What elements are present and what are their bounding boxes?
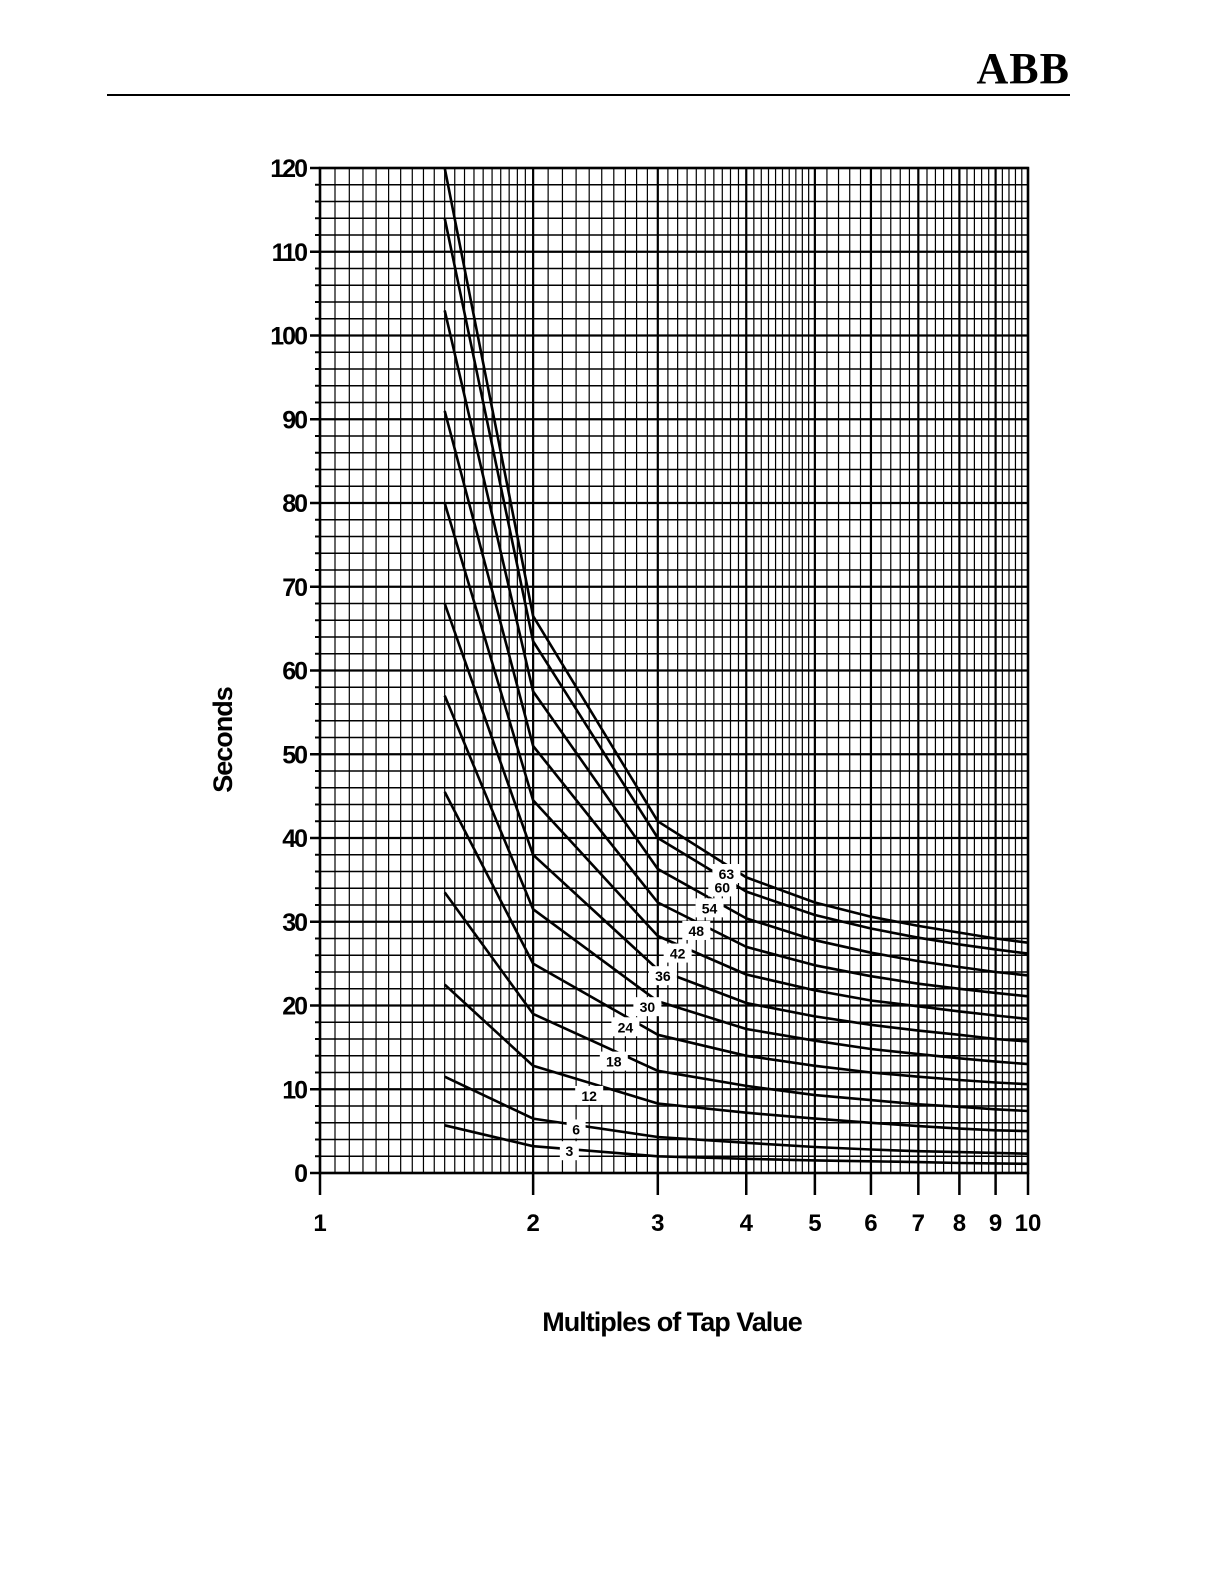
x-tick-label: 7 xyxy=(912,1210,925,1237)
y-tick-label: 50 xyxy=(282,741,307,769)
curve-30 xyxy=(443,695,1029,1066)
curve-12 xyxy=(443,983,1029,1133)
curve-label-bg xyxy=(682,920,711,940)
curve-label-48: 48 xyxy=(688,923,704,939)
curve-label-bg xyxy=(633,997,662,1017)
y-tick-label: 120 xyxy=(270,155,307,183)
y-tick-label: 60 xyxy=(282,658,307,686)
curve-label-54: 54 xyxy=(702,900,718,916)
curve-label-12: 12 xyxy=(581,1088,597,1104)
curve-label-6: 6 xyxy=(572,1121,580,1137)
curve-label-30: 30 xyxy=(640,999,656,1015)
y-tick-label: 30 xyxy=(282,909,307,937)
curve-label-bg xyxy=(712,864,741,884)
curve-54 xyxy=(443,310,1029,977)
y-tick-label: 110 xyxy=(272,239,307,267)
y-axis-title: Seconds xyxy=(208,687,238,793)
x-axis-title: Multiples of Tap Value xyxy=(542,1307,803,1337)
x-tick-label: 1 xyxy=(313,1210,326,1237)
header-rule xyxy=(107,94,1070,96)
y-tick-label: 100 xyxy=(270,323,307,351)
x-tick-label: 9 xyxy=(989,1210,1002,1237)
x-tick-label: 10 xyxy=(1015,1210,1042,1237)
y-tick-label: 90 xyxy=(282,406,307,434)
curve-48 xyxy=(443,410,1029,998)
x-tick-label: 8 xyxy=(953,1210,966,1237)
x-tick-label: 2 xyxy=(526,1210,539,1237)
curve-label-60: 60 xyxy=(714,879,730,895)
curve-42 xyxy=(443,502,1029,1021)
abb-logo: ABB xyxy=(976,44,1070,93)
curve-label-24: 24 xyxy=(618,1019,634,1035)
x-tick-label: 5 xyxy=(808,1210,821,1237)
curve-label-bg xyxy=(611,1017,640,1037)
curve-18 xyxy=(443,891,1029,1113)
curve-label-bg xyxy=(566,1119,586,1139)
curve-label-63: 63 xyxy=(719,866,735,882)
curve-label-bg xyxy=(575,1085,604,1105)
curve-label-3: 3 xyxy=(565,1143,573,1159)
x-tick-label: 4 xyxy=(740,1210,754,1237)
grid xyxy=(318,166,1030,1175)
y-tick-label: 80 xyxy=(282,490,307,518)
curve-3 xyxy=(444,1124,1029,1166)
curve-label-18: 18 xyxy=(606,1054,622,1070)
curve-label-bg xyxy=(559,1141,579,1161)
y-tick-label: 20 xyxy=(282,993,307,1021)
curve-label-bg xyxy=(695,898,724,918)
curve-label-bg xyxy=(648,966,677,986)
curve-36 xyxy=(443,603,1029,1043)
curve-label-bg xyxy=(663,943,692,963)
x-tick-label: 6 xyxy=(864,1210,877,1237)
curve-60 xyxy=(443,218,1029,955)
curve-63 xyxy=(443,167,1029,944)
curve-label-42: 42 xyxy=(670,946,686,962)
curves xyxy=(443,167,1029,1166)
y-tick-label: 40 xyxy=(282,825,307,853)
curve-label-36: 36 xyxy=(655,968,671,984)
y-tick-label: 10 xyxy=(282,1076,307,1104)
curve-6 xyxy=(444,1075,1029,1155)
x-tick-label: 3 xyxy=(651,1210,664,1237)
curve-24 xyxy=(443,791,1029,1086)
y-tick-label: 70 xyxy=(282,574,307,602)
y-tick-label: 0 xyxy=(294,1160,307,1188)
curve-label-bg xyxy=(599,1051,628,1071)
